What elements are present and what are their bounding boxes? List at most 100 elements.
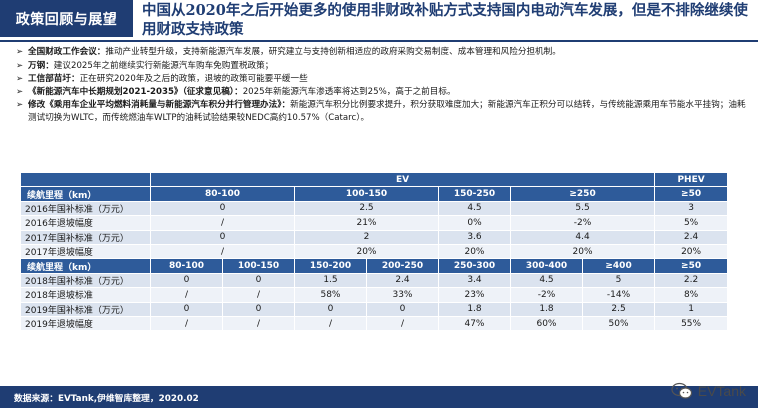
- table-row: 2018年国补标准（万元） 0 0 1.5 2.4 3.4 4.5 5 2.2: [20, 272, 729, 289]
- bullet-title: 《新能源汽车中长期规划2021-2035》（征求意见稿）：: [28, 87, 243, 97]
- table-header-cell: 80-100: [150, 258, 223, 274]
- ev-group-header: EV: [149, 171, 656, 188]
- table-cell: 5: [581, 272, 656, 289]
- table-cell: 60%: [510, 315, 583, 332]
- bullet-item: 《新能源汽车中长期规划2021-2035》（征求意见稿）：2025年新能源汽车渗…: [16, 86, 750, 99]
- table-cell: /: [366, 315, 439, 332]
- bullet-list: 全国财政工作会议：推动产业转型升级，支持新能源汽车发展，研究建立与支持创新相适应…: [16, 46, 750, 125]
- table-header-cell: ≥400: [581, 258, 656, 274]
- table-header-row: 续航里程（km） 80-100 100-150 150-250 ≥250 ≥50: [20, 186, 729, 202]
- section-tag: 政策回顾与展望: [0, 0, 133, 37]
- table-header-cell: 100-150: [294, 186, 439, 202]
- table-cell: 0%: [438, 215, 511, 231]
- table-top-header-row: EV PHEV: [20, 171, 729, 188]
- table-header-cell: 100-150: [222, 258, 295, 274]
- subsidy-table: EV PHEV 续航里程（km） 80-100 100-150 150-250 …: [20, 171, 729, 332]
- table-cell: 2.5: [581, 301, 656, 317]
- bullet-text: 正在研究2020年及之后的政策，退坡的政策可能要平缓一些: [79, 74, 308, 84]
- table-cell: 21%: [294, 215, 439, 231]
- table-cell: /: [222, 287, 295, 303]
- brand-watermark: EVTank: [671, 378, 746, 404]
- table-header-cell: ≥50: [654, 186, 729, 202]
- brand-name: EVTank: [697, 383, 746, 399]
- table-cell: 23%: [438, 287, 511, 303]
- table-cell: /: [150, 315, 223, 332]
- bullet-title: 万钢：: [28, 61, 54, 71]
- table-cell: -2%: [509, 215, 656, 231]
- table-row: 2016年国补标准（万元） 0 2.5 4.5 5.5 3: [20, 200, 729, 217]
- table-cell: 20%: [654, 243, 729, 260]
- table-cell: 8%: [654, 287, 729, 303]
- header: 政策回顾与展望 中国从2020年之后开始更多的使用非财政补贴方式支持国内电动汽车…: [0, 0, 758, 44]
- table-cell: 4.5: [510, 272, 583, 289]
- table-cell: 1: [654, 301, 729, 317]
- table-cell: -14%: [581, 287, 656, 303]
- table-cell: 2.4: [366, 272, 439, 289]
- table-cell: 47%: [438, 315, 511, 332]
- table-cell: 2018年国补标准（万元）: [20, 272, 151, 289]
- table-header-cell: 续航里程（km）: [20, 258, 151, 274]
- phev-group-header: PHEV: [654, 171, 729, 188]
- footer-bottom-strip: [0, 408, 758, 419]
- bullet-text: 2025年新能源汽车渗透率将达到25%，高于之前目标。: [242, 87, 456, 97]
- table-row: 2019年国补标准（万元） 0 0 0 0 1.8 1.8 2.5 1: [20, 301, 729, 317]
- table-cell: 3.4: [438, 272, 511, 289]
- table-header-cell: ≥250: [509, 186, 656, 202]
- bullet-item: 万钢：建议2025年之前继续实行新能源汽车购车免购置税政策；: [16, 60, 750, 73]
- table-cell: 4.5: [438, 200, 511, 217]
- table-row: 2016年退坡幅度 / 21% 0% -2% 5%: [20, 215, 729, 231]
- table-cell: 5.5: [509, 200, 656, 217]
- table-cell: 55%: [654, 315, 729, 332]
- table-header-cell: 200-250: [366, 258, 439, 274]
- bullet-item: 修改《乘用车企业平均燃料消耗量与新能源汽车积分并行管理办法》：新能源汽车积分比例…: [16, 99, 750, 125]
- table-cell: 1.8: [510, 301, 583, 317]
- header-divider: [0, 40, 758, 42]
- table-row: 2019年退坡幅度 / / / / 47% 60% 50% 55%: [20, 315, 729, 332]
- subsidy-table-wrap: EV PHEV 续航里程（km） 80-100 100-150 150-250 …: [20, 171, 729, 332]
- table-header-cell: 150-200: [294, 258, 367, 274]
- table-cell: 2: [294, 229, 439, 245]
- table-header-row: 续航里程（km） 80-100 100-150 150-200 200-250 …: [20, 258, 729, 274]
- table-cell: 33%: [366, 287, 439, 303]
- table-cell: /: [150, 287, 223, 303]
- source-note: 数据来源：EVTank,伊维智库整理，2020.02: [14, 393, 199, 404]
- table-cell: 2017年国补标准（万元）: [20, 229, 151, 245]
- table-cell: 2016年国补标准（万元）: [20, 200, 151, 217]
- table-cell: 20%: [294, 243, 439, 260]
- table-cell: 0: [150, 200, 295, 217]
- table-cell: 3: [654, 200, 729, 217]
- table-cell: 2016年退坡幅度: [20, 215, 151, 231]
- table-cell: /: [150, 243, 295, 260]
- table-cell: 2.2: [654, 272, 729, 289]
- bullet-item: 工信部苗圩：正在研究2020年及之后的政策，退坡的政策可能要平缓一些: [16, 73, 750, 86]
- table-header-cell: ≥50: [654, 258, 729, 274]
- table-cell: 0: [150, 229, 295, 245]
- table-cell: 2017年退坡幅度: [20, 243, 151, 260]
- table-header-cell: 250-300: [438, 258, 511, 274]
- table-row: 2017年国补标准（万元） 0 2 3.6 4.4 2.4: [20, 229, 729, 245]
- table-cell: 2.5: [294, 200, 439, 217]
- table-cell: 0: [294, 301, 367, 317]
- table-cell: 2.4: [654, 229, 729, 245]
- bullet-title: 修改《乘用车企业平均燃料消耗量与新能源汽车积分并行管理办法》：: [28, 100, 291, 110]
- table-cell: /: [294, 315, 367, 332]
- table-cell: 0: [222, 272, 295, 289]
- table-cell: 2019年退坡幅度: [20, 315, 151, 332]
- table-cell: 0: [150, 272, 223, 289]
- table-header-cell: 80-100: [150, 186, 295, 202]
- table-cell: 3.6: [438, 229, 511, 245]
- table-header-cell: 续航里程（km）: [20, 186, 151, 202]
- page-title: 中国从2020年之后开始更多的使用非财政补贴方式支持国内电动汽车发展，但是不排除…: [142, 2, 748, 38]
- bullet-text: 新能源汽车积分比例要求提升，积分获取难度加大；新能源汽车正积分可以结转，与传统能…: [28, 100, 746, 123]
- table-cell: 2019年国补标准（万元）: [20, 301, 151, 317]
- bullet-title: 全国财政工作会议：: [28, 47, 106, 57]
- table-cell: /: [222, 315, 295, 332]
- footer-bar: 数据来源：EVTank,伊维智库整理，2020.02: [0, 386, 758, 408]
- bullet-text: 建议2025年之前继续实行新能源汽车购车免购置税政策；: [53, 61, 274, 71]
- table-cell: 4.4: [509, 229, 656, 245]
- table-cell: 20%: [509, 243, 656, 260]
- table-cell: 0: [150, 301, 223, 317]
- table-cell: 20%: [438, 243, 511, 260]
- table-cell: 58%: [294, 287, 367, 303]
- table-header-cell: 150-250: [438, 186, 511, 202]
